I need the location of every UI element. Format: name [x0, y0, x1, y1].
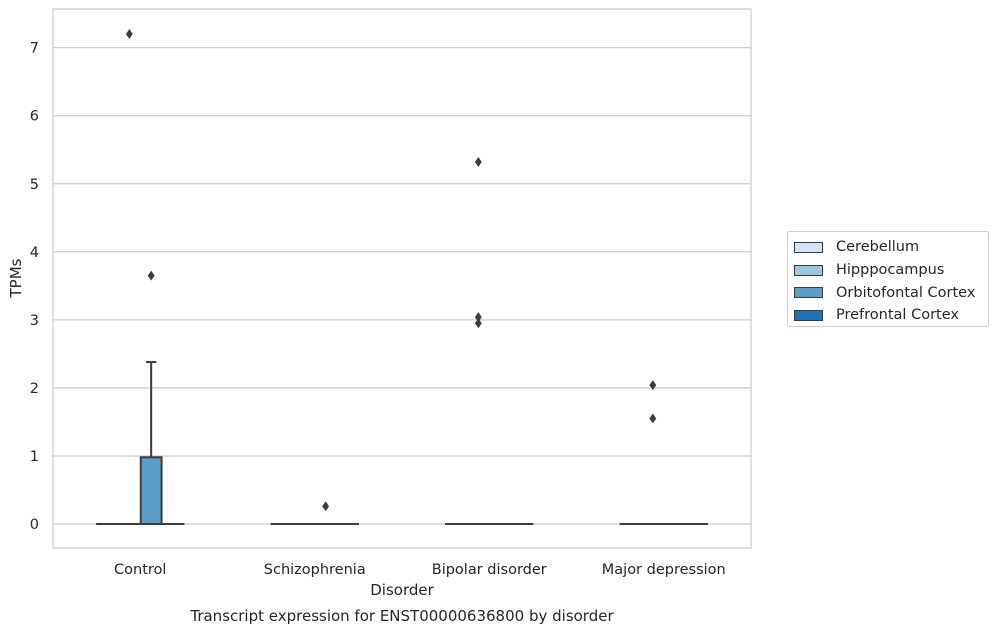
y-tick-label: 0: [30, 517, 39, 533]
outlier-point: [125, 29, 133, 40]
box: [314, 501, 338, 526]
tick-labels: 0 1 2 3 4 5 6 7 Control Schizophrenia Bipolar diso…: [30, 41, 726, 578]
legend-label: Prefrontal Cortex: [836, 307, 959, 324]
legend-item: Cerebellum: [794, 236, 982, 259]
y-tick-label: 2: [30, 381, 39, 397]
legend-swatch: [794, 241, 823, 253]
box: [139, 270, 163, 526]
y-tick-label: 6: [30, 109, 39, 125]
legend-swatch: [794, 264, 823, 276]
x-axis-label: Disorder: [370, 581, 434, 599]
outlier-point: [474, 156, 482, 167]
y-tick-label: 7: [30, 41, 39, 57]
x-tick-label: Major depression: [602, 562, 726, 578]
y-axis-label: TPMs: [7, 258, 25, 298]
legend: Cerebellum Hipppocampus Orbitofontal Cor…: [787, 231, 989, 327]
x-tick-label: Schizophrenia: [264, 562, 366, 578]
legend-item: Prefrontal Cortex: [794, 304, 982, 327]
legend-swatch: [794, 309, 823, 321]
y-tick-label: 4: [30, 245, 39, 261]
outlier-point: [147, 270, 155, 281]
outlier-point: [474, 318, 482, 329]
outlier-point: [322, 501, 330, 512]
box: [641, 380, 665, 526]
x-tick-label: Control: [114, 562, 166, 578]
grid-lines: [53, 47, 751, 525]
legend-item: Hipppocampus: [794, 259, 982, 282]
box-body: [139, 456, 163, 526]
legend-label: Orbitofontal Cortex: [836, 284, 976, 301]
y-tick-label: 1: [30, 449, 39, 465]
legend-swatch: [794, 287, 823, 299]
legend-label: Hipppocampus: [836, 262, 945, 279]
outlier-point: [474, 312, 482, 323]
legend-label: Cerebellum: [836, 239, 920, 256]
chart-title: Transcript expression for ENST0000063680…: [190, 607, 614, 625]
outlier-point: [649, 380, 657, 391]
outlier-point: [649, 413, 657, 424]
box: [466, 156, 490, 526]
y-tick-label: 5: [30, 177, 39, 193]
x-tick-label: Bipolar disorder: [432, 562, 547, 578]
legend-item: Orbitofontal Cortex: [794, 281, 982, 304]
y-tick-label: 3: [30, 313, 39, 329]
boxes: [96, 29, 708, 526]
box: [117, 29, 141, 526]
plot-frame: [52, 8, 752, 549]
